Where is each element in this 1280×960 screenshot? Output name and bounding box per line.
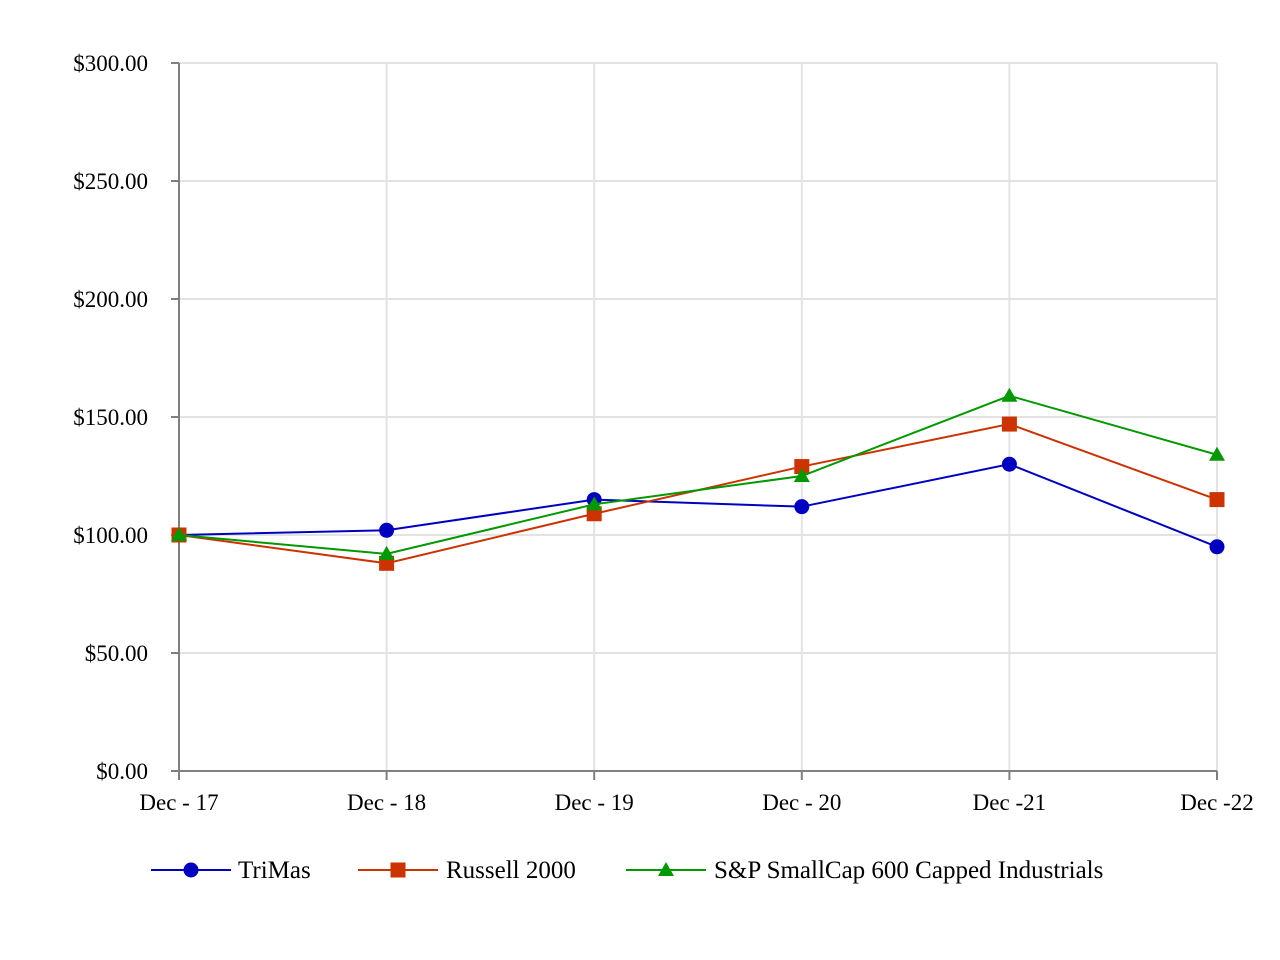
grid-lines: [179, 62, 1218, 771]
data-point: [1209, 492, 1225, 508]
data-point: [378, 545, 395, 560]
legend-item: TriMas: [151, 857, 311, 884]
series-0: [171, 456, 1225, 555]
y-tick-label: $150.00: [73, 405, 148, 430]
data-point: [1001, 416, 1017, 432]
x-tick-label: Dec -21: [973, 790, 1046, 815]
data-point: [793, 468, 810, 482]
series-line: [178, 423, 1218, 565]
x-tick-label: Dec - 18: [347, 790, 426, 815]
legend-marker: [658, 862, 674, 876]
legend-item: S&P SmallCap 600 Capped Industrials: [626, 857, 1103, 884]
x-tick-label: Dec - 17: [139, 790, 218, 815]
legend-marker: [390, 862, 406, 878]
data-point: [171, 527, 187, 541]
data-point: [586, 496, 603, 511]
legend-item: Russell 2000: [358, 857, 576, 884]
data-point: [794, 499, 810, 515]
y-tick-label: $50.00: [85, 641, 148, 666]
data-point: [1001, 387, 1018, 402]
x-tick-label: Dec - 19: [555, 790, 634, 815]
y-tick-label: $300.00: [73, 51, 148, 76]
data-point: [379, 522, 395, 538]
y-tick-label: $200.00: [73, 287, 148, 312]
legend-label: TriMas: [238, 857, 311, 884]
x-tick-label: Dec -22: [1180, 790, 1253, 815]
legend: TriMas Russell 2000 S&P SmallCap 600 Cappe…: [151, 857, 1103, 884]
data-point: [1209, 446, 1225, 461]
x-tick-labels: Dec - 17 Dec - 18 Dec - 19 Dec - 20 Dec -21 D…: [139, 771, 1254, 815]
y-tick-labels: $0.00 $50.00 $100.00 $150.00 $200.00 $250.00 $…: [73, 51, 179, 784]
data-point: [1001, 456, 1017, 472]
series-lines: [171, 387, 1225, 571]
series-2: [171, 387, 1225, 560]
y-tick-label: $0.00: [96, 759, 148, 784]
y-tick-label: $250.00: [73, 169, 148, 194]
series-line: [178, 463, 1218, 548]
data-point: [1209, 539, 1225, 555]
legend-label: S&P SmallCap 600 Capped Industrials: [714, 857, 1103, 884]
x-tick-label: Dec - 20: [762, 790, 841, 815]
legend-marker: [183, 862, 199, 878]
series-line: [178, 394, 1218, 555]
y-tick-label: $100.00: [73, 523, 148, 548]
data-point: [794, 459, 810, 475]
legend-label: Russell 2000: [446, 857, 576, 884]
